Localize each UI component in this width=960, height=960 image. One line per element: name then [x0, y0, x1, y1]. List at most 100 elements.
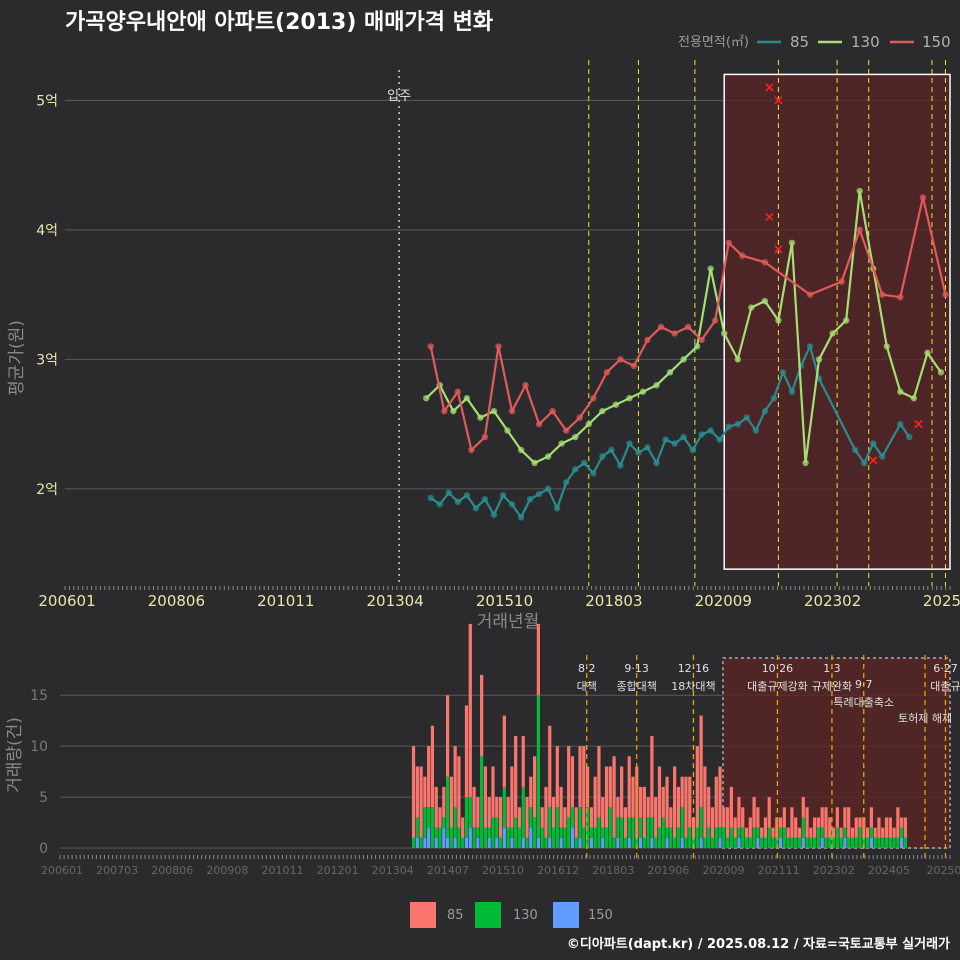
- volume-bar-85: [620, 766, 624, 818]
- point-130: [599, 407, 606, 415]
- point-150: [856, 226, 863, 234]
- point-130: [775, 317, 782, 324]
- price-y-tick-label: 2억: [36, 482, 58, 498]
- volume-bar-85: [775, 817, 779, 838]
- volume-bar-150: [487, 837, 491, 848]
- point-150: [806, 291, 814, 298]
- volume-bar-150: [756, 837, 760, 848]
- volume-bar-85: [427, 746, 431, 808]
- volume-x-tick-label: 201011: [262, 864, 304, 877]
- volume-x-tick-label: 200601: [41, 864, 83, 877]
- volume-bar-85: [869, 807, 873, 828]
- volume-bar-85: [449, 776, 453, 828]
- volume-bar-130: [794, 837, 798, 848]
- volume-bar-130: [695, 827, 699, 848]
- volume-x-tick-label: 20250: [927, 864, 960, 877]
- volume-bar-130: [585, 807, 590, 848]
- series-line-150: [429, 197, 947, 453]
- volume-bar-130: [684, 837, 688, 848]
- volume-bar-85: [710, 807, 715, 838]
- volume-bar-130: [480, 756, 484, 848]
- volume-panel: 0 5 10 15 8·2 대책 9·13 종합대책 12·16 18차대책 10·26 대출규제강화…: [30, 623, 960, 877]
- volume-bar-85: [495, 797, 499, 818]
- volume-bar-85: [472, 786, 476, 828]
- point-150: [508, 407, 516, 415]
- volume-bar-130: [491, 817, 495, 848]
- volume-bar-85: [865, 827, 870, 838]
- price-x-tick-label: 2025: [923, 592, 960, 610]
- volume-bar-130: [449, 827, 453, 848]
- volume-bar-150: [529, 827, 533, 848]
- point-85: [788, 388, 796, 395]
- point-130: [626, 395, 633, 402]
- volume-bar-130: [461, 837, 465, 848]
- volume-bar-150: [778, 837, 783, 848]
- legend-title: 전용면적(㎡): [678, 35, 749, 50]
- volume-bar-130: [604, 827, 609, 848]
- price-x-tick-label: 201510: [476, 592, 533, 610]
- volume-bar-150: [616, 837, 620, 848]
- volume-bar-85: [790, 807, 794, 838]
- point-85: [427, 494, 434, 502]
- volume-bar-85: [419, 766, 423, 838]
- volume-bar-130: [419, 837, 423, 848]
- volume-bar-130: [790, 837, 794, 848]
- volume-bar-150: [737, 837, 741, 848]
- volume-bar-85: [722, 807, 726, 828]
- price-x-tick-label: 202302: [804, 592, 861, 610]
- policy-date: 1·3: [823, 662, 841, 675]
- volume-bar-130: [464, 797, 469, 838]
- volume-x-tick-label: 202111: [758, 864, 800, 877]
- volume-bar-130: [657, 827, 662, 848]
- volume-bar-85: [533, 756, 537, 818]
- volume-bar-130: [445, 776, 450, 838]
- volume-bar-130: [654, 837, 658, 848]
- volume-bar-130: [514, 817, 518, 848]
- volume-x-tick-label: 202405: [868, 864, 910, 877]
- volume-bar-130: [570, 807, 575, 828]
- point-85: [644, 444, 651, 451]
- footer-credit: ©디아파트(dapt.kr) / 2025.08.12 / 자료=국토교통부 실…: [567, 936, 950, 952]
- volume-bar-130: [888, 837, 892, 848]
- policy-text: 대출규: [930, 680, 960, 693]
- volume-bar-130: [771, 837, 775, 848]
- volume-bar-130: [635, 837, 639, 848]
- point-150: [725, 239, 732, 246]
- volume-bar-85: [797, 827, 802, 838]
- policy-text: 종합대책: [616, 680, 656, 693]
- point-130: [707, 265, 714, 272]
- volume-bar-130: [661, 817, 665, 848]
- volume-x-tick-label: 202009: [703, 864, 745, 877]
- volume-bar-130: [665, 827, 669, 838]
- point-130: [883, 343, 890, 350]
- point-85: [743, 414, 751, 421]
- volume-bar-85: [680, 776, 684, 808]
- volume-bar-85: [858, 817, 862, 828]
- cross-mark-150: [765, 212, 774, 221]
- policy-text: 특례대출축소: [833, 696, 894, 709]
- volume-bar-150: [570, 827, 575, 848]
- price-x-tick-label: 200806: [148, 592, 205, 610]
- volume-bar-150: [442, 827, 446, 848]
- point-130: [531, 459, 538, 467]
- volume-bar-85: [903, 817, 908, 838]
- volume-bar-85: [517, 807, 522, 828]
- volume-bar-130: [453, 807, 457, 838]
- bottom-legend-label-150: 150: [588, 908, 613, 923]
- volume-bar-85: [820, 807, 824, 828]
- volume-bar-130: [900, 827, 904, 838]
- legend-box-85: [410, 902, 436, 928]
- volume-bar-130: [884, 837, 889, 848]
- point-85: [562, 479, 570, 486]
- volume-bar-150: [548, 837, 552, 848]
- point-85: [626, 440, 633, 447]
- volume-x-tick-label: 201201: [317, 864, 359, 877]
- volume-bar-130: [847, 837, 851, 848]
- volume-bar-130: [691, 837, 696, 848]
- volume-bar-130: [555, 807, 559, 848]
- volume-bar-85: [782, 807, 786, 828]
- point-85: [716, 436, 723, 443]
- volume-bar-85: [824, 807, 828, 838]
- volume-bar-130: [725, 837, 730, 848]
